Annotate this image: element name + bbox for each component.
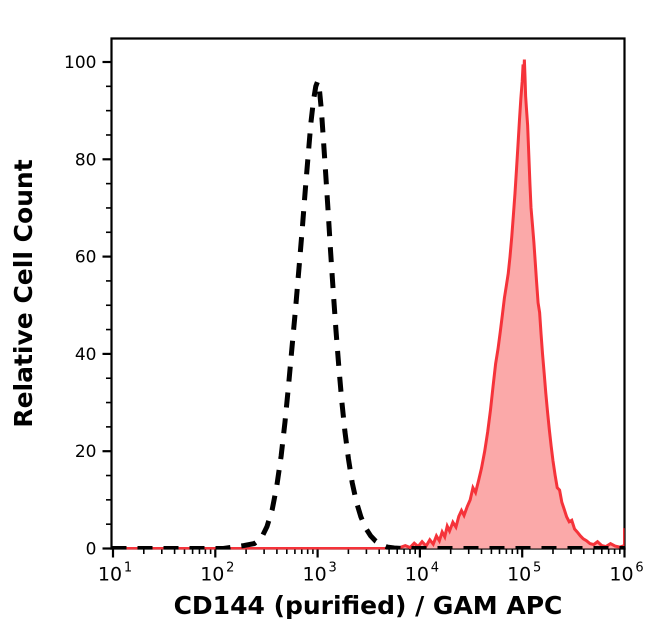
- sample-histogram-line: [111, 59, 625, 550]
- x-tick-label: 10: [609, 564, 633, 586]
- x-tick-label-exponent: 3: [328, 561, 336, 576]
- x-tick-label: 10: [98, 564, 122, 586]
- y-tick-label: 40: [75, 345, 97, 365]
- y-tick-labels: 0 20 40 60 80 100: [64, 53, 96, 560]
- y-axis-title: Relative Cell Count: [9, 159, 38, 427]
- x-tick-label-exponent: 6: [635, 561, 643, 576]
- negative-control-histogram-line: [111, 72, 625, 550]
- plot-frame: [110, 37, 626, 550]
- x-tick-label-exponent: 4: [431, 561, 439, 576]
- y-tick-label: 60: [75, 248, 97, 268]
- y-tick-label: 20: [75, 442, 97, 462]
- x-tick-label: 10: [200, 564, 224, 586]
- x-axis-title: CD144 (purified) / GAM APC: [174, 591, 563, 620]
- y-tick-label: 80: [75, 150, 97, 170]
- x-tick-labels: 10 1 10 2 10 3 10 4 10 5 10 6: [98, 561, 644, 586]
- sample-histogram-fill: [111, 59, 625, 549]
- x-tick-label-exponent: 5: [533, 561, 541, 576]
- x-axis-ticks: [111, 548, 626, 558]
- x-tick-label: 10: [507, 564, 531, 586]
- series-group: [111, 59, 625, 550]
- y-tick-label: 100: [64, 53, 96, 73]
- x-tick-label-exponent: 2: [226, 561, 234, 576]
- x-tick-label: 10: [405, 564, 429, 586]
- x-tick-label: 10: [303, 564, 327, 586]
- y-tick-label: 0: [86, 540, 97, 560]
- x-tick-label-exponent: 1: [124, 561, 132, 576]
- y-axis-ticks: [102, 60, 112, 550]
